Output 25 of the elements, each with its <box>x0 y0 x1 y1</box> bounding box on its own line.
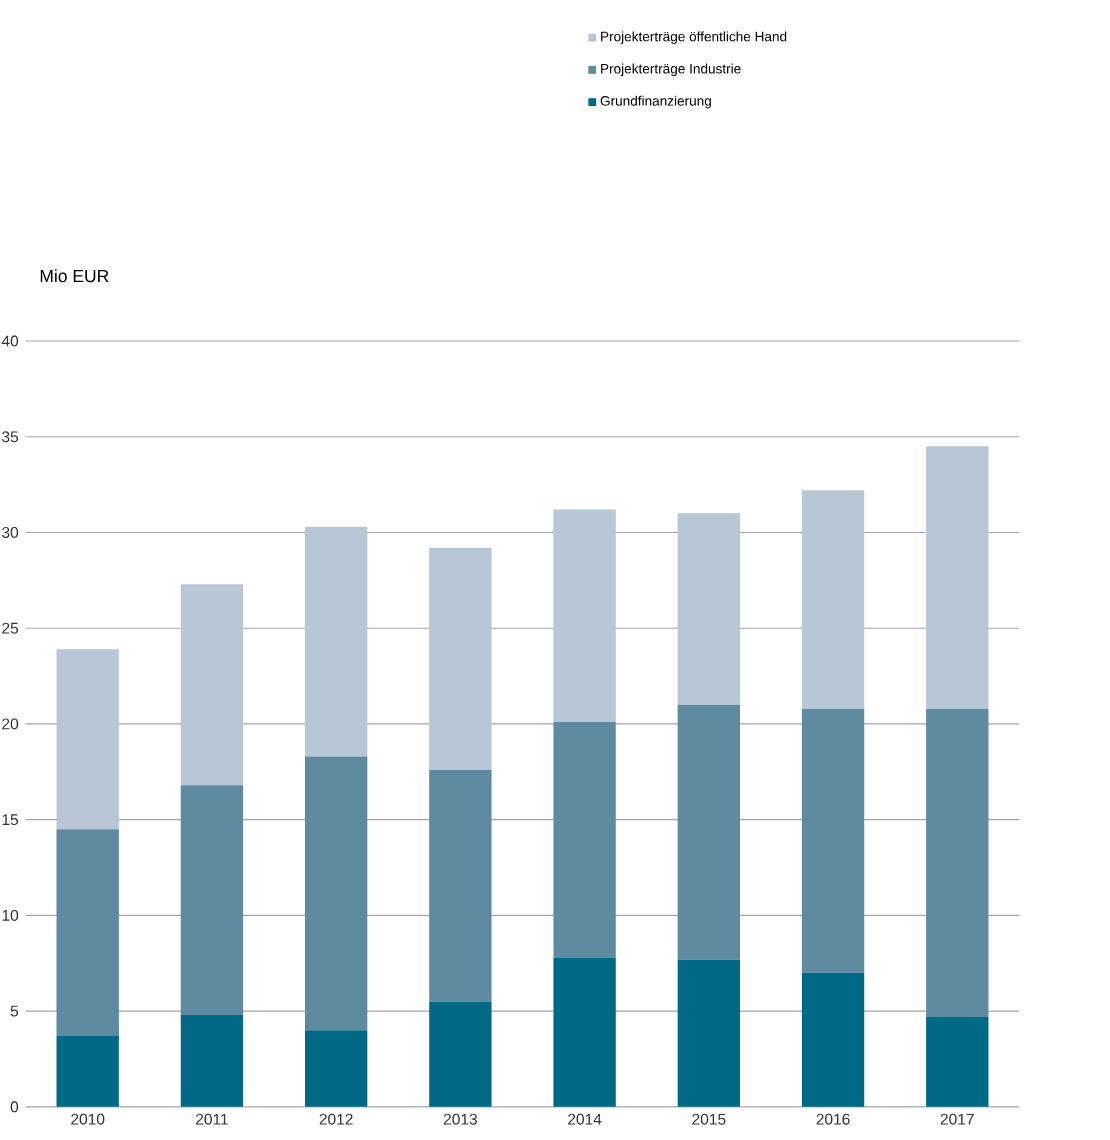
bar <box>428 547 492 770</box>
bar <box>801 972 864 1107</box>
bar <box>180 785 243 1015</box>
bar <box>677 704 740 960</box>
bar <box>925 1016 989 1107</box>
bar <box>56 829 119 1037</box>
bar <box>56 1036 119 1107</box>
bar <box>180 584 243 786</box>
bar <box>801 490 864 709</box>
bar <box>553 509 616 723</box>
bar <box>801 708 864 973</box>
bar <box>180 1014 243 1107</box>
bar <box>304 756 367 1031</box>
bar <box>304 1030 367 1107</box>
bar <box>925 446 989 709</box>
bar <box>677 959 740 1107</box>
bar <box>925 708 989 1017</box>
bar <box>553 722 616 958</box>
bar <box>428 769 492 1002</box>
y-axis-title: Mio EUR <box>40 269 109 283</box>
bar <box>304 526 367 757</box>
bar <box>56 649 119 830</box>
bar <box>553 957 616 1107</box>
bar <box>428 1001 492 1107</box>
bar <box>677 513 740 705</box>
